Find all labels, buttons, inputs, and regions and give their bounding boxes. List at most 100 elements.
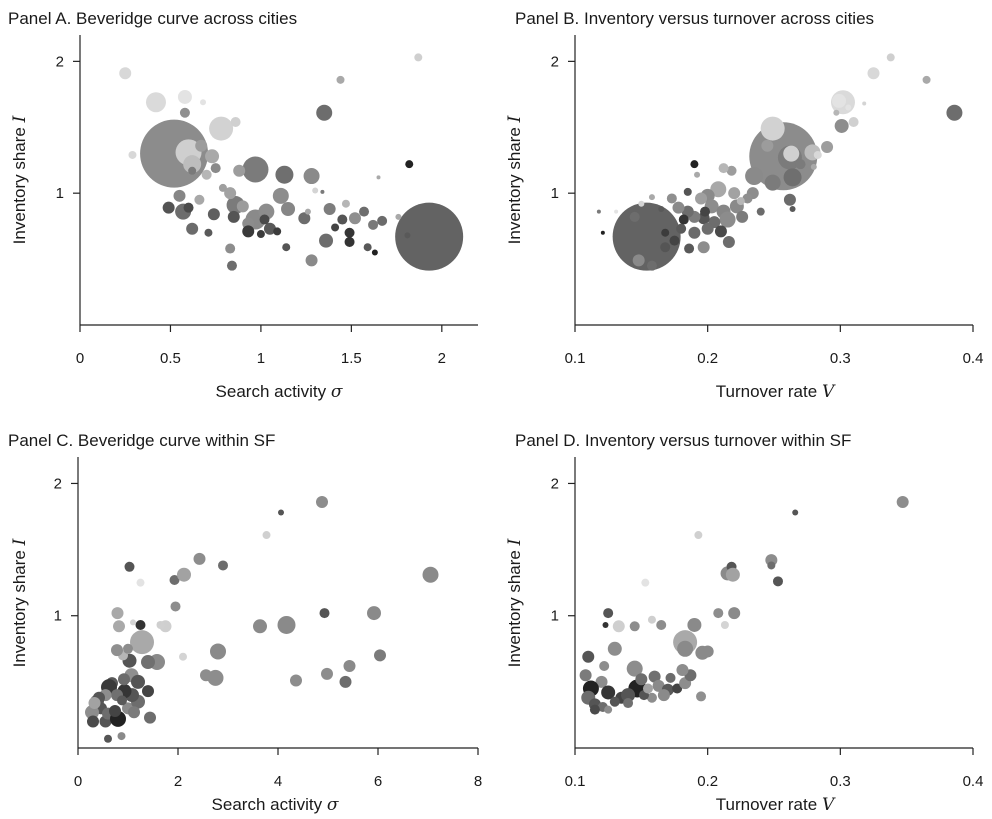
- panel-c-point: [124, 561, 135, 572]
- panel-b-point: [736, 197, 745, 206]
- panel-c-point: [210, 643, 226, 660]
- panel-a-point: [331, 223, 340, 232]
- panel-c-x-ticks: 0 2 4 6 8: [74, 748, 482, 790]
- panel-b-point: [722, 235, 735, 248]
- panel-d-x-label: Turnover rate V: [716, 795, 836, 815]
- panel-b-point: [596, 209, 601, 214]
- panel-a-point: [259, 214, 270, 225]
- panel-a-x-tick-label: 1: [257, 350, 265, 367]
- panel-b-point: [684, 243, 695, 254]
- panel-c-x-tick-label: 8: [474, 773, 482, 790]
- panel-b-point: [688, 226, 701, 239]
- panel-a-point: [348, 212, 361, 225]
- panel-a-point: [209, 116, 234, 141]
- panel-d-point: [772, 576, 783, 587]
- panel-a-point: [183, 202, 194, 213]
- panel-a-point: [304, 208, 311, 215]
- panel-b-point: [648, 194, 655, 201]
- panel-b-point: [614, 209, 619, 214]
- panel-b-point: [660, 242, 671, 253]
- panel-c-point: [123, 643, 133, 654]
- panel-a-point: [145, 92, 166, 113]
- panel-a-point: [227, 210, 240, 223]
- panel-a-point: [303, 168, 320, 185]
- panel-b-y-tick-label: 2: [551, 53, 559, 70]
- panel-c-y-tick-label: 2: [54, 475, 62, 492]
- panel-c-point: [367, 606, 381, 621]
- panel-c-point: [339, 675, 352, 688]
- panel-a-point: [275, 165, 294, 184]
- panel-d-y-label: Inventory share I: [505, 538, 525, 667]
- panel-c-point: [177, 567, 191, 582]
- panel-c-point: [316, 495, 328, 508]
- panel-b-point: [714, 225, 727, 238]
- panel-b-title: Panel B. Inventory versus turnover acros…: [515, 9, 874, 28]
- panel-c-point: [130, 619, 136, 626]
- panel-a-point: [281, 202, 296, 216]
- panel-c-point: [319, 608, 330, 619]
- panel-a-point: [316, 104, 333, 121]
- panel-b-point: [658, 206, 665, 212]
- panel-a-point: [404, 232, 411, 239]
- panel-b-point: [760, 116, 785, 141]
- panel-a-x-ticks: 0 0.5 1 1.5 2: [76, 325, 446, 367]
- panel-d-point: [607, 641, 622, 656]
- panel-a-point: [179, 107, 190, 118]
- panel-c-point: [130, 630, 154, 655]
- panel-d-point: [713, 608, 724, 619]
- panel-a-point: [173, 189, 186, 202]
- panel-c-point: [374, 649, 386, 662]
- panel-d-point: [728, 607, 741, 620]
- panel-b-point: [683, 187, 692, 196]
- panel-d-point: [676, 663, 689, 676]
- panel-b-point: [745, 167, 764, 186]
- panel-d-point: [582, 650, 595, 663]
- panel-a-x-tick-label: 2: [438, 350, 446, 367]
- panel-a-point: [186, 222, 199, 235]
- panel-d-points: [579, 495, 909, 715]
- panel-d-point: [767, 561, 776, 570]
- panel-b-y-label: Inventory share I: [505, 115, 525, 244]
- panel-b-point: [697, 241, 710, 254]
- panel-b-x-tick-label: 0.2: [697, 350, 718, 367]
- panel-d-point: [720, 620, 729, 629]
- panel-c-point: [128, 706, 140, 719]
- panel-c-point: [111, 607, 124, 620]
- panel-b-point: [661, 228, 670, 237]
- panel-b-point: [789, 206, 796, 212]
- panel-b-point: [694, 171, 701, 178]
- panel-b-point: [764, 174, 781, 191]
- panel-d-point: [635, 673, 648, 686]
- panel-b-point: [867, 67, 880, 80]
- panel-b-point: [821, 141, 834, 154]
- panel-c-point: [104, 734, 112, 743]
- panel-b-point: [810, 163, 817, 170]
- panel-a-point: [183, 155, 202, 174]
- panel-d-x-tick-label: 0.1: [565, 773, 586, 790]
- panel-c-title: Panel C. Beveridge curve within SF: [8, 431, 275, 450]
- panel-b-x-ticks: 0.1 0.2 0.3 0.4: [565, 325, 983, 367]
- panel-c-point: [144, 711, 156, 724]
- panel-a-point: [218, 183, 227, 192]
- panel-c-y-ticks: 12: [54, 475, 78, 625]
- panel-a-point: [236, 200, 249, 213]
- panel-a-point: [233, 164, 246, 177]
- panel-c-point: [169, 575, 180, 586]
- panel-a-point: [242, 156, 269, 183]
- panel-a-x-label: Search activity σ: [216, 382, 343, 402]
- panel-c-point: [278, 509, 284, 516]
- panel-c-point: [277, 615, 296, 634]
- panel-d-point: [646, 692, 657, 703]
- panel-b-point: [813, 150, 822, 159]
- panel-c-x-tick-label: 2: [174, 773, 182, 790]
- panel-d-point: [665, 672, 676, 683]
- panel-d-y-tick-label: 2: [551, 475, 559, 492]
- panel-d: Panel D. Inventory versus turnover withi…: [505, 431, 983, 815]
- panel-d-x-ticks: 0.1 0.2 0.3 0.4: [565, 748, 983, 790]
- panel-b-point: [845, 104, 852, 111]
- panel-a-point: [224, 187, 237, 200]
- panel-a-point: [405, 160, 414, 169]
- panel-c-point: [200, 669, 212, 682]
- panel-c-point: [136, 578, 145, 587]
- panel-a-point: [201, 169, 212, 180]
